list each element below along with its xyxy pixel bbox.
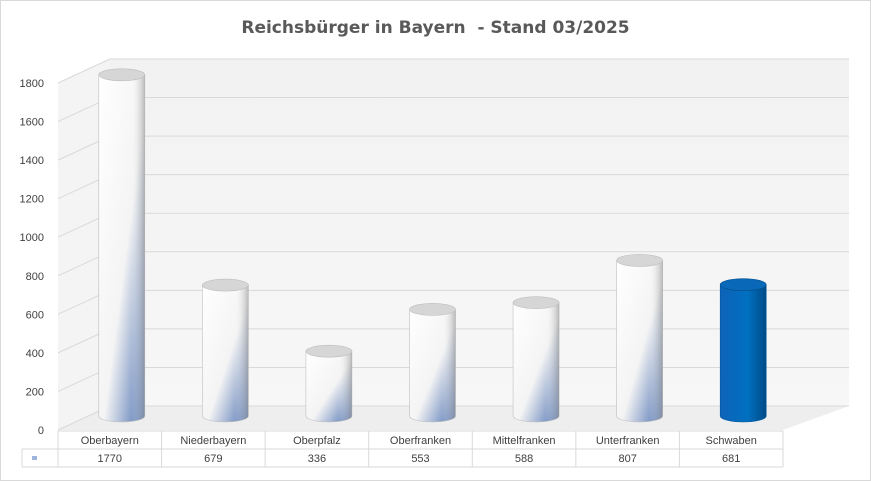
bar-top (98, 68, 146, 82)
bar-shade (409, 309, 456, 422)
category-label: Oberpfalz (293, 435, 341, 447)
category-label: Oberbayern (81, 435, 139, 447)
bar-oberbayern (98, 68, 146, 423)
category-label: Mittelfranken (493, 435, 556, 447)
y-tick-label: 600 (26, 309, 44, 321)
y-tick-label: 400 (26, 348, 44, 360)
category-label: Oberfranken (390, 435, 451, 447)
y-tick-label: 0 (38, 425, 44, 437)
bar-top (202, 278, 249, 292)
series-legend-key (32, 456, 37, 460)
bar-schwaben (719, 278, 767, 423)
data-label: 336 (308, 453, 326, 465)
bar-top (616, 254, 663, 267)
bar-body (719, 284, 767, 423)
bar-shade (513, 302, 560, 422)
bar-top (409, 303, 456, 316)
category-label: Unterfranken (596, 435, 660, 447)
y-tick-label: 800 (26, 271, 44, 283)
y-tick-label: 1800 (20, 78, 44, 90)
y-tick-label: 1600 (20, 117, 44, 129)
bar-top (512, 296, 560, 309)
bar-unterfranken (616, 254, 663, 423)
y-tick-label: 200 (26, 386, 44, 398)
side-wall (58, 59, 110, 430)
data-label: 807 (618, 453, 636, 465)
data-label: 679 (204, 453, 222, 465)
data-label: 681 (722, 453, 740, 465)
bar-shade (616, 260, 663, 422)
data-label: 1770 (98, 453, 122, 465)
category-label: Niederbayern (180, 435, 246, 447)
bar-shade (305, 351, 352, 422)
back-wall (110, 59, 849, 406)
y-tick-label: 1400 (20, 155, 44, 167)
bar-top (305, 344, 353, 358)
bar-shade (98, 74, 145, 423)
bar-oberpfalz (305, 344, 353, 423)
bar-top (719, 278, 767, 292)
y-tick-label: 1200 (20, 194, 44, 206)
chart-title: Reichsbürger in Bayern - Stand 03/2025 (241, 18, 630, 38)
y-tick-label: 1000 (20, 232, 44, 244)
category-label: Schwaben (706, 435, 757, 447)
bar-niederbayern (202, 278, 249, 423)
bar-shade (202, 285, 249, 422)
gridline-side (57, 58, 111, 84)
data-label: 553 (411, 453, 429, 465)
bar-oberfranken (409, 303, 456, 423)
bar-mittelfranken (512, 296, 560, 423)
data-label: 588 (515, 453, 533, 465)
